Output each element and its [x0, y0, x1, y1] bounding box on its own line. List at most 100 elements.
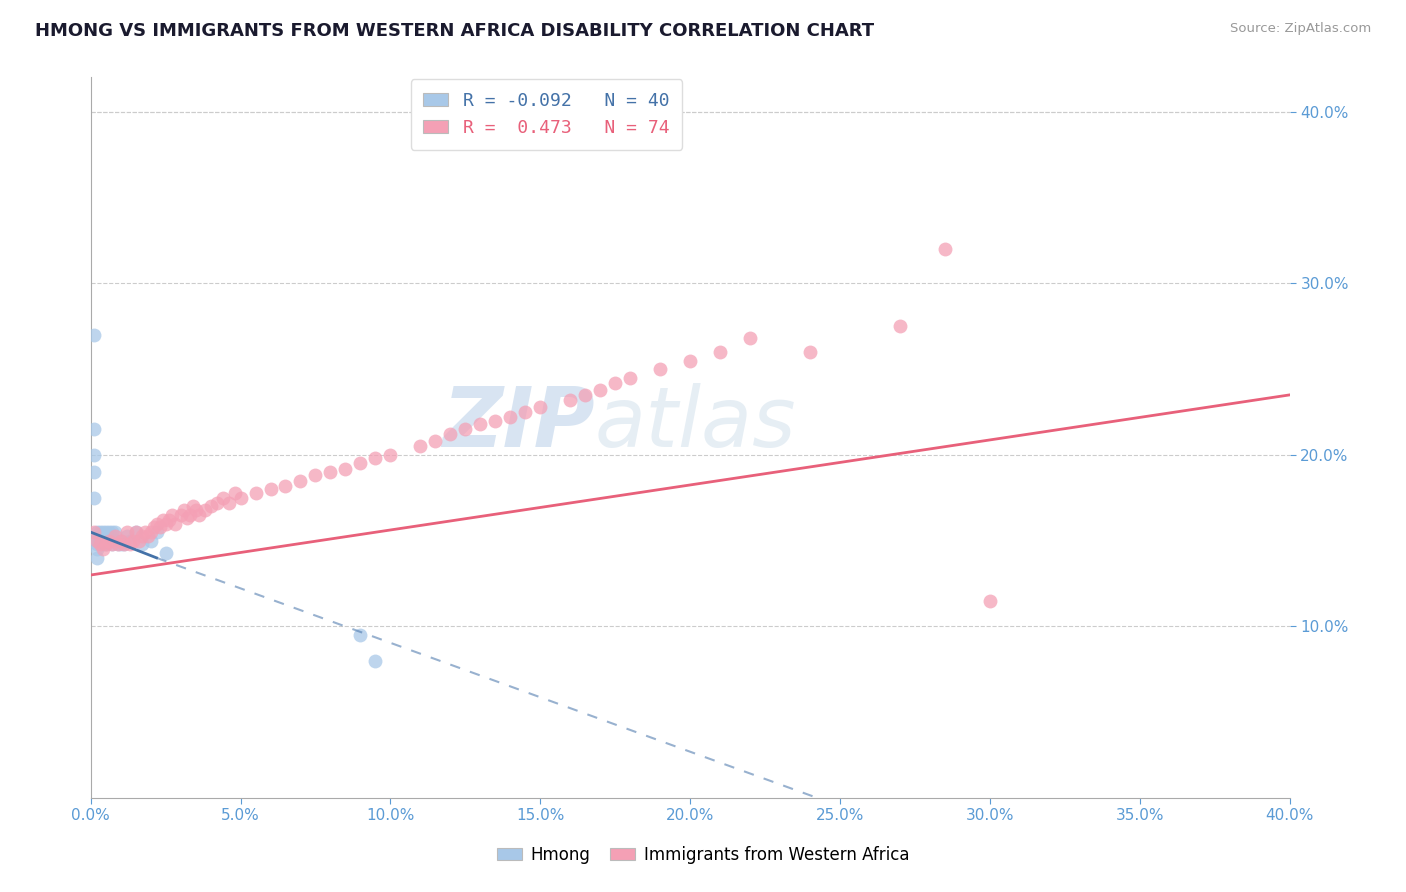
Point: [155, 546, 177, 560]
Point: [229, 491, 252, 505]
Point: [110, 533, 132, 548]
Point: [176, 511, 198, 525]
Point: [97, 525, 120, 540]
Point: [86, 533, 108, 548]
Point: [97, 533, 120, 548]
Point: [349, 628, 371, 642]
Point: [83, 525, 105, 540]
Point: [104, 533, 127, 548]
Point: [128, 533, 150, 548]
Point: [589, 383, 612, 397]
Point: [799, 345, 821, 359]
Point: [650, 362, 672, 376]
Point: [91, 525, 114, 540]
Point: [83, 448, 105, 462]
Point: [136, 528, 159, 542]
Point: [134, 525, 156, 540]
Text: Source: ZipAtlas.com: Source: ZipAtlas.com: [1230, 22, 1371, 36]
Point: [124, 525, 146, 540]
Point: [145, 516, 167, 531]
Point: [380, 448, 402, 462]
Point: [181, 500, 204, 514]
Point: [104, 528, 127, 542]
Point: [142, 520, 165, 534]
Point: [118, 537, 141, 551]
Point: [205, 496, 228, 510]
Text: HMONG VS IMMIGRANTS FROM WESTERN AFRICA DISABILITY CORRELATION CHART: HMONG VS IMMIGRANTS FROM WESTERN AFRICA …: [35, 22, 875, 40]
Point: [319, 465, 342, 479]
Point: [86, 542, 108, 557]
Point: [155, 516, 177, 531]
Point: [709, 345, 731, 359]
Point: [169, 508, 191, 522]
Text: atlas: atlas: [595, 383, 796, 464]
Point: [104, 525, 127, 540]
Point: [173, 503, 195, 517]
Point: [100, 537, 122, 551]
Point: [740, 331, 762, 345]
Point: [290, 474, 312, 488]
Point: [193, 503, 215, 517]
Point: [218, 496, 240, 510]
Point: [148, 520, 170, 534]
Point: [89, 533, 111, 548]
Point: [118, 533, 141, 548]
Point: [110, 537, 132, 551]
Point: [364, 654, 387, 668]
Point: [619, 370, 641, 384]
Point: [484, 414, 506, 428]
Point: [91, 542, 114, 557]
Point: [110, 533, 132, 548]
Point: [94, 537, 117, 551]
Point: [560, 392, 582, 407]
Point: [425, 434, 447, 449]
Point: [131, 528, 153, 542]
Point: [139, 525, 162, 540]
Point: [107, 537, 129, 551]
Point: [89, 528, 111, 542]
Point: [86, 537, 108, 551]
Point: [889, 319, 911, 334]
Point: [574, 388, 596, 402]
Point: [100, 537, 122, 551]
Point: [97, 533, 120, 548]
Point: [163, 516, 186, 531]
Point: [115, 525, 138, 540]
Point: [187, 508, 209, 522]
Point: [152, 513, 174, 527]
Point: [157, 513, 180, 527]
Point: [439, 427, 461, 442]
Point: [274, 479, 297, 493]
Point: [121, 533, 143, 548]
Point: [94, 537, 117, 551]
Point: [89, 537, 111, 551]
Point: [245, 485, 267, 500]
Point: [529, 400, 551, 414]
Point: [83, 327, 105, 342]
Point: [349, 457, 371, 471]
Legend: Hmong, Immigrants from Western Africa: Hmong, Immigrants from Western Africa: [491, 839, 915, 871]
Point: [335, 461, 357, 475]
Point: [184, 503, 207, 517]
Point: [200, 500, 222, 514]
Point: [86, 533, 108, 548]
Point: [160, 508, 183, 522]
Point: [100, 525, 122, 540]
Point: [91, 528, 114, 542]
Point: [91, 537, 114, 551]
Point: [934, 242, 956, 256]
Point: [139, 533, 162, 548]
Point: [94, 533, 117, 548]
Point: [131, 537, 153, 551]
Point: [499, 410, 522, 425]
Point: [115, 528, 138, 542]
Point: [515, 405, 537, 419]
Text: ZIP: ZIP: [441, 383, 595, 464]
Point: [83, 465, 105, 479]
Point: [86, 550, 108, 565]
Point: [112, 537, 135, 551]
Point: [211, 491, 233, 505]
Point: [124, 525, 146, 540]
Point: [679, 353, 702, 368]
Point: [94, 528, 117, 542]
